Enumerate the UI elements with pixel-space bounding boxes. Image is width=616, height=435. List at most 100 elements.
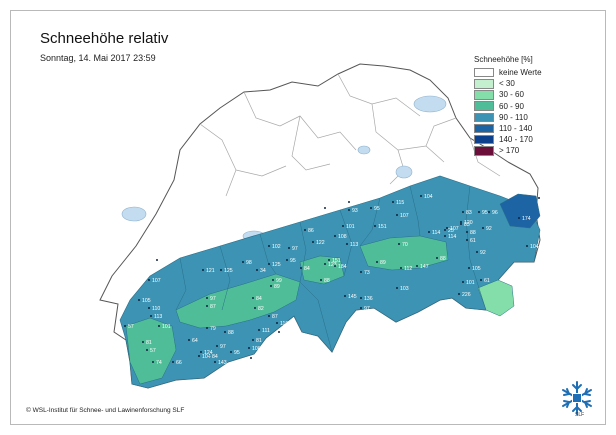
legend-row: keine Werte: [474, 67, 564, 78]
copyright-credit: © WSL-Institut für Schnee- und Lawinenfo…: [26, 407, 185, 414]
map-title: Schneehöhe relativ: [40, 30, 169, 47]
station-dot: [518, 217, 520, 219]
station-dot: [392, 201, 394, 203]
legend-label: 30 - 60: [499, 90, 524, 100]
station-dot: [206, 297, 208, 299]
station-dot: [462, 211, 464, 213]
station-dot: [416, 265, 418, 267]
station-value-label: 116: [352, 200, 360, 206]
station-dot: [428, 231, 430, 233]
legend-label: 110 - 140: [499, 124, 533, 134]
station-value-label: 113: [328, 206, 336, 212]
station-dot: [188, 339, 190, 341]
canton-borders: [199, 73, 501, 197]
logo-label: SLF: [575, 412, 585, 418]
station-value-label: 88: [324, 278, 330, 284]
station-value-label: 113: [154, 314, 162, 320]
station-value-label: 95: [290, 258, 296, 264]
station-value-label: 116: [280, 321, 288, 327]
legend-row: 90 - 110: [474, 112, 564, 123]
station-value-label: 96: [492, 210, 498, 216]
station-dot: [348, 201, 350, 203]
station-dot: [312, 241, 314, 243]
station-value-label: 88: [470, 230, 476, 236]
legend-label: keine Werte: [499, 68, 542, 78]
station-dot: [146, 349, 148, 351]
station-dot: [396, 214, 398, 216]
station-value-label: 123: [160, 258, 169, 264]
station-value-label: 98: [246, 260, 252, 266]
station-value-label: 106: [282, 330, 291, 336]
station-dot: [476, 251, 478, 253]
legend-label: 60 - 90: [499, 101, 524, 111]
station-dot: [480, 279, 482, 281]
station-dot: [488, 211, 490, 213]
legend-row: 30 - 60: [474, 89, 564, 100]
station-dot: [150, 315, 152, 317]
legend-swatch: [474, 134, 494, 145]
station-dot: [206, 327, 208, 329]
station-dot: [370, 207, 372, 209]
station-dot: [360, 271, 362, 273]
station-dot: [202, 269, 204, 271]
station-dot: [214, 361, 216, 363]
station-value-label: 83: [464, 222, 470, 228]
station-dot: [254, 307, 256, 309]
station-dot: [216, 345, 218, 347]
station-value-label: 104: [424, 194, 433, 200]
station-dot: [268, 245, 270, 247]
station-value-label: 104: [202, 354, 211, 360]
station-dot: [206, 305, 208, 307]
station-value-label: 92: [480, 250, 486, 256]
station-value-label: 95: [482, 210, 488, 216]
station-value-label: 83: [466, 210, 472, 216]
station-value-label: 101: [162, 324, 171, 330]
station-value-label: 103: [400, 286, 409, 292]
station-value-label: 93: [352, 208, 358, 214]
station-value-label: 73: [364, 270, 370, 276]
station-dot: [148, 279, 150, 281]
legend-swatch: [474, 112, 494, 123]
zone-southwest-green: [125, 317, 177, 385]
station-dot: [398, 243, 400, 245]
station-value-label: 104: [530, 244, 539, 250]
station-value-label: 112: [404, 266, 412, 272]
station-dot: [230, 351, 232, 353]
legend-swatch: [474, 67, 494, 78]
station-dot: [270, 285, 272, 287]
station-dot: [220, 269, 222, 271]
station-dot: [276, 322, 278, 324]
station-dot: [334, 265, 336, 267]
station-value-label: 106: [252, 346, 261, 352]
station-labels: 116 93 115 104 107 95 120 113 83 92 101 96 108 114 151…: [124, 194, 550, 366]
station-value-label: 79: [210, 326, 216, 332]
station-dot: [344, 295, 346, 297]
station-dot: [242, 261, 244, 263]
station-dot: [482, 227, 484, 229]
station-value-label: 113: [350, 242, 358, 248]
station-value-label: 136: [364, 296, 373, 302]
station-value-label: 174: [522, 216, 531, 222]
station-dot: [376, 261, 378, 263]
legend-label: > 170: [499, 146, 520, 156]
station-dot: [224, 331, 226, 333]
station-value-label: 121: [206, 268, 215, 274]
station-dot: [252, 339, 254, 341]
station-value-label: 110: [542, 196, 550, 202]
station-value-label: 95: [374, 206, 380, 212]
legend: Schneehöhe [%] keine Werte < 30 30 - 60 …: [474, 55, 564, 157]
station-value-label: 110: [152, 306, 160, 312]
station-value-label: 88: [228, 330, 234, 336]
station-value-label: 114: [448, 234, 456, 240]
station-value-label: 145: [348, 294, 357, 300]
station-value-label: 115: [396, 200, 404, 206]
station-dot: [272, 279, 274, 281]
station-value-label: 151: [378, 224, 387, 230]
station-dot: [466, 231, 468, 233]
region-borders: [175, 185, 487, 353]
station-dot: [198, 355, 200, 357]
station-value-label: 74: [156, 360, 162, 366]
station-value-label: 95: [234, 350, 240, 356]
station-dot: [458, 293, 460, 295]
